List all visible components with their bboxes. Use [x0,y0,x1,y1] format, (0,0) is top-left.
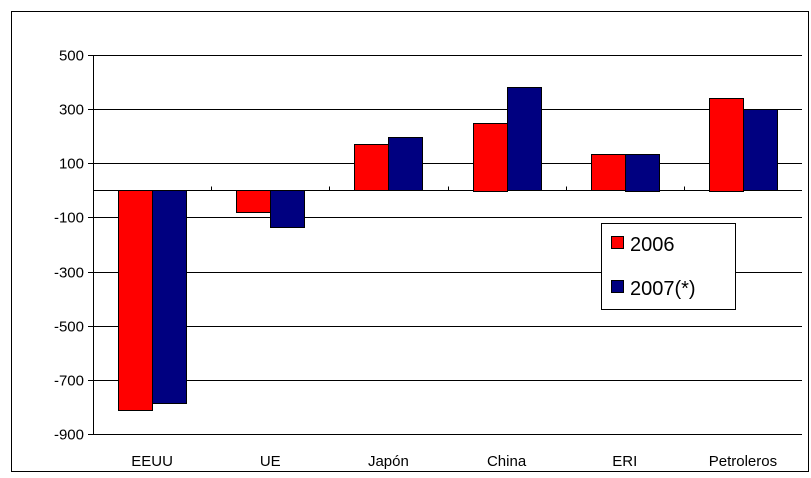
bar-2007-1 [270,190,305,228]
bar-2007-0 [152,190,187,404]
bar-2006-4 [591,154,626,191]
legend-swatch-2007 [611,280,624,293]
x-tick-label: Petroleros [709,453,777,470]
x-tick-label: China [487,453,527,470]
y-tick-label: 100 [59,156,84,173]
tick-labels: 500 300 100 -100 -300 -500 -700 -900 EEUU UE Japón… [54,48,777,471]
y-tick-label: -900 [54,427,84,444]
bar-2007-4 [625,154,660,192]
bar-2006-0 [118,190,153,411]
grid-lines [93,55,802,435]
legend-label-2006: 2006 [630,234,675,256]
bar-2007-2 [388,137,423,191]
legend-swatch-2006 [611,236,624,249]
x-tick-label: UE [260,453,281,470]
bar-2007-5 [743,109,778,191]
bar-2006-5 [709,98,744,192]
y-tick-label: -300 [54,265,84,282]
y-tick-label: -700 [54,373,84,390]
x-tick-label: ERI [612,453,637,470]
y-tick-label: 500 [59,48,84,65]
bar-2006-2 [354,144,389,191]
legend-label-2007: 2007(*) [630,278,696,300]
y-tick-label: -100 [54,210,84,227]
legend: 2006 2007(*) [601,223,736,310]
x-tick-label: Japón [368,453,409,470]
axes [88,55,802,435]
bars [118,87,778,411]
bar-2007-3 [507,87,542,191]
y-tick-label: -500 [54,319,84,336]
bar-2006-3 [473,123,508,192]
x-tick-label: EEUU [131,453,173,470]
y-tick-label: 300 [59,102,84,119]
bar-2006-1 [236,190,271,213]
